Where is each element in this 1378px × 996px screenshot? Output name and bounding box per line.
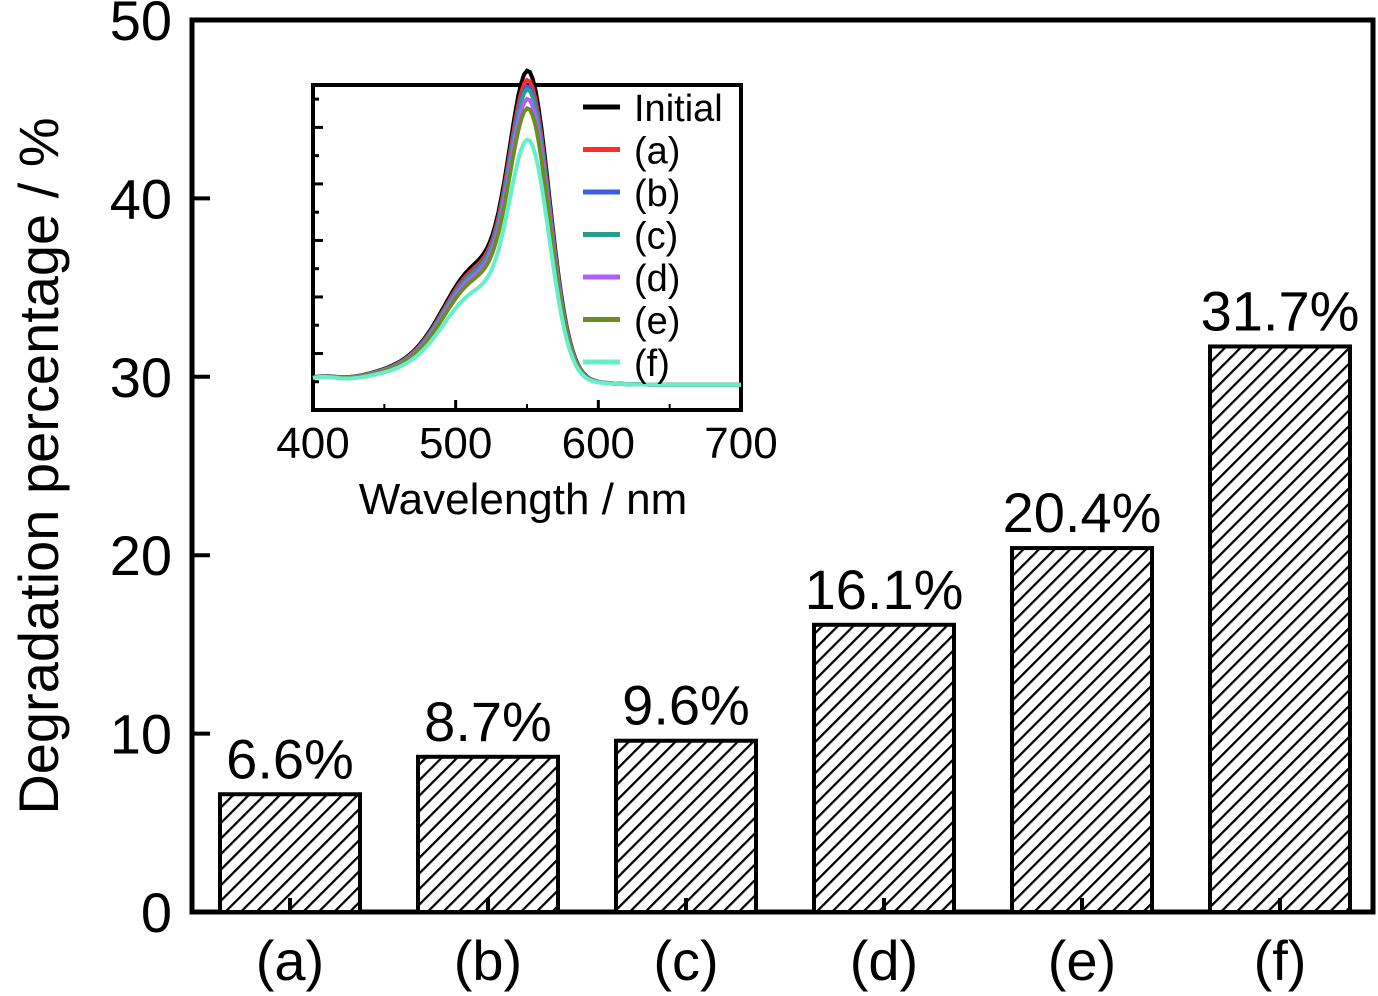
bar-value-label: 20.4% [1003,481,1162,544]
main-y-axis-title: Degradation percentage / % [7,117,70,814]
inset-y-ticks [313,97,323,412]
main-x-tick-labels: (a) (b) (c) (d) (e) (f) [256,898,1307,992]
inset-x-tick-label: 400 [276,419,349,468]
inset-x-axis-title: Wavelength / nm [359,475,688,524]
bar-value-label: 8.7% [424,690,552,753]
main-x-tick-label: (b) [454,929,522,992]
bar [812,622,956,914]
main-y-ticks: 0 10 20 30 40 50 [110,0,210,944]
inset-legend-label: (c) [634,216,678,258]
main-y-tick-label: 40 [110,167,172,230]
inset-legend-label: (d) [634,258,680,300]
main-x-tick-label: (f) [1254,929,1307,992]
bar [416,754,560,914]
inset-x-tick-label: 500 [419,419,492,468]
main-y-tick-label: 20 [110,524,172,587]
main-x-tick-label: (a) [256,929,324,992]
inset-x-ticks: 400 500 600 700 [276,400,778,468]
inset-legend: Initial(a)(b)(c)(d)(e)(f) [583,88,723,385]
bar [614,738,758,915]
main-x-tick-label: (e) [1048,929,1116,992]
main-y-tick-label: 30 [110,346,172,409]
main-bars [218,344,1352,915]
main-y-tick-label: 10 [110,703,172,766]
bar [218,792,362,914]
inset-x-tick-label: 700 [704,419,777,468]
main-y-tick-label: 50 [110,0,172,52]
inset-series-line [312,137,741,387]
inset-x-tick-label: 600 [562,419,635,468]
bar-value-label: 6.6% [226,727,354,790]
inset-legend-label: (e) [634,301,680,343]
bar-value-label: 9.6% [622,674,750,737]
main-plot-frame [189,17,1376,915]
bar-value-label: 31.7% [1201,279,1360,342]
main-value-labels: 6.6% 8.7% 9.6% 16.1% 20.4% 31.7% [226,279,1359,790]
bar [1208,344,1352,914]
inset-series-lines [312,68,741,387]
inset-legend-label: (a) [634,131,680,173]
main-y-tick-label: 0 [141,881,172,944]
main-x-tick-label: (c) [653,929,718,992]
bar-value-label: 16.1% [805,558,964,621]
inset-legend-label: Initial [634,88,723,130]
bar [1010,546,1154,915]
inset-legend-label: (b) [634,173,680,215]
main-x-tick-label: (d) [850,929,918,992]
inset-legend-label: (f) [634,343,670,385]
inset-spectrum-chart: 400 500 600 700 Initial(a)(b)(c)(d)(e)(f) W… [276,68,778,524]
